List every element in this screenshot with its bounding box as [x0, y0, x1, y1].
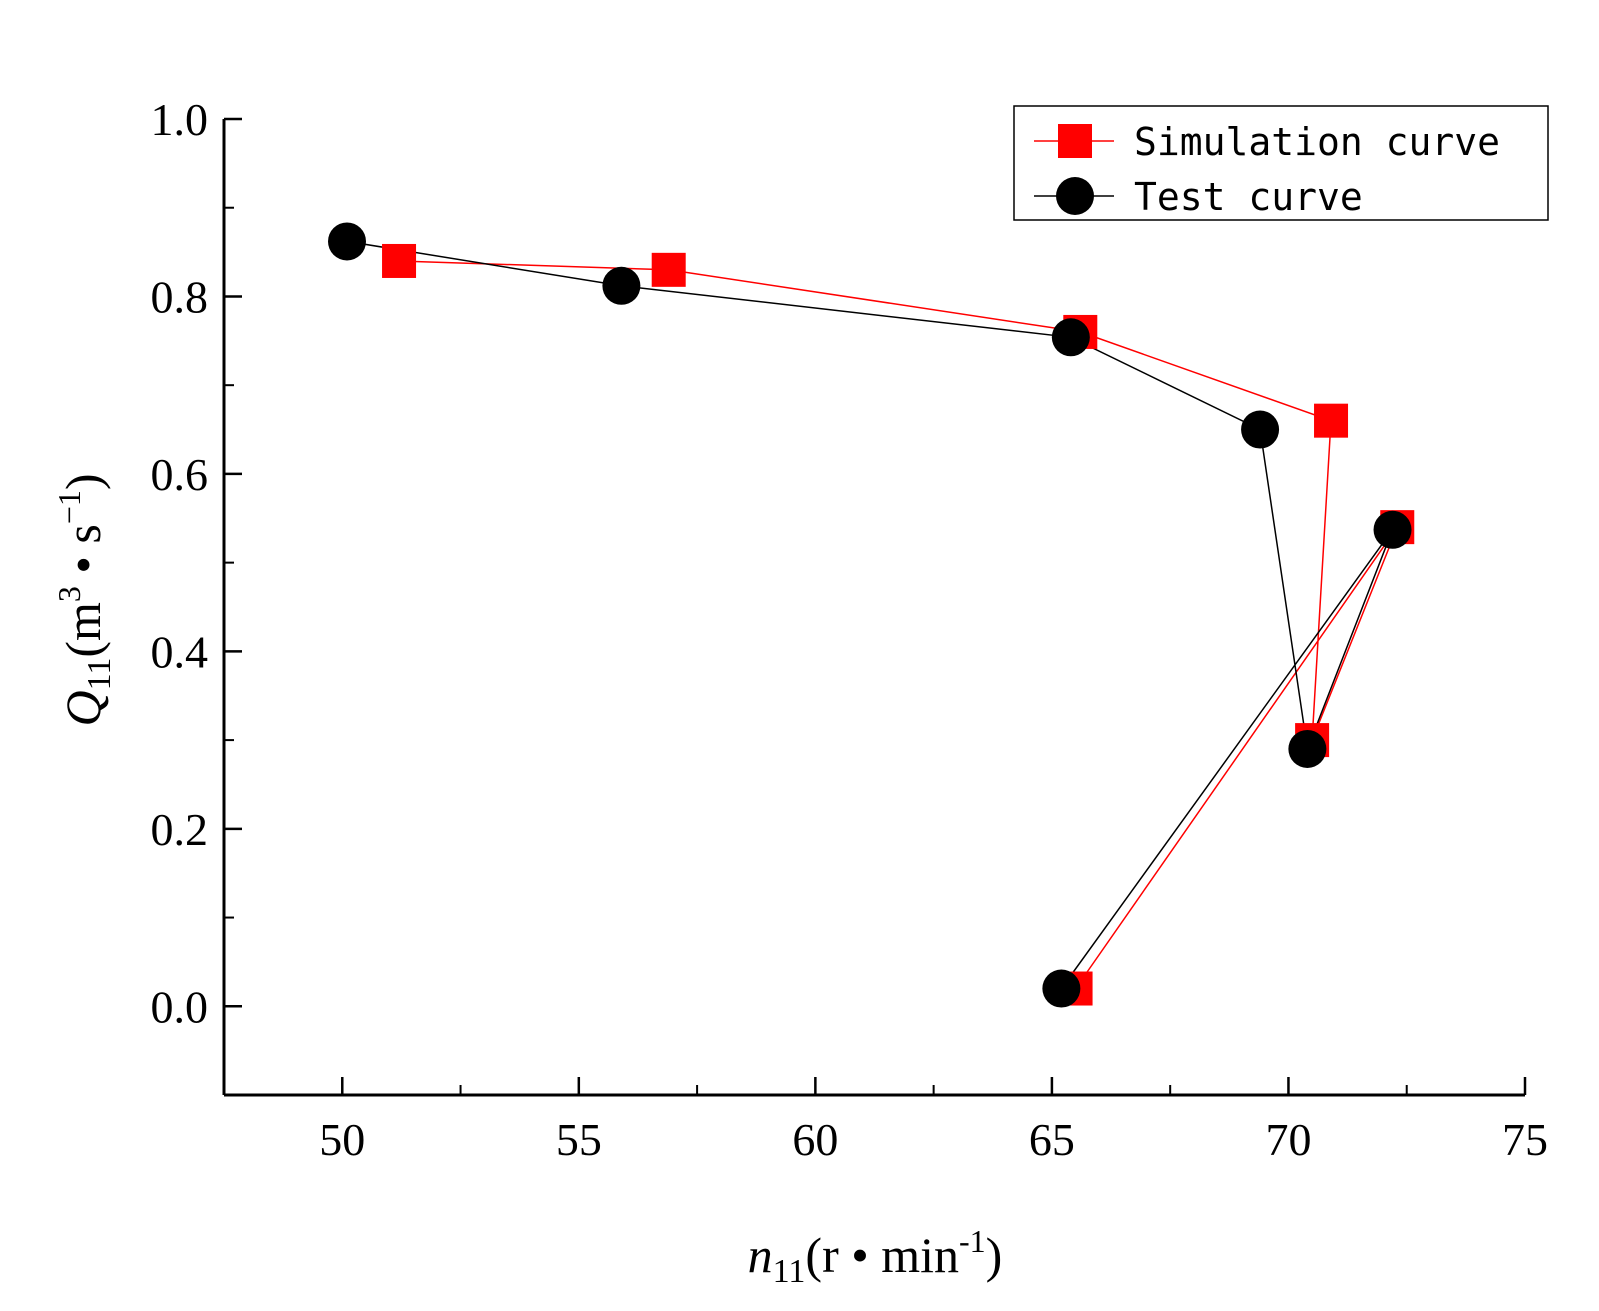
- data-point-test: [1042, 969, 1081, 1008]
- y-axis-title-var: Q: [55, 690, 111, 726]
- y-axis-title-sub: 11: [81, 658, 118, 691]
- y-axis-title-unit-pre: (m: [55, 602, 111, 658]
- series-layer: [328, 222, 1415, 1008]
- legend-box: [1013, 105, 1549, 221]
- x-tick-label: 75: [1502, 1114, 1548, 1165]
- y-axis-title-unit-sup2: −1: [51, 490, 87, 524]
- y-tick-label: 0.8: [151, 271, 209, 322]
- data-point-test: [1241, 410, 1280, 449]
- legend-label-simulation: Simulation curve: [1134, 120, 1500, 164]
- data-point-simulation: [1314, 403, 1349, 438]
- data-point-test: [1288, 729, 1327, 768]
- y-tick-label: 0.6: [151, 449, 209, 500]
- x-axis-title-unit-post: ): [986, 1227, 1003, 1283]
- axes: 50 55 60 65 70 75 0.0 0.2 0.4 0.6 0.8 1.0: [151, 94, 1549, 1165]
- x-axis-title-unit-sup: -1: [959, 1223, 986, 1259]
- data-point-test: [328, 222, 367, 261]
- y-axis-title-unit-mid: • s: [55, 524, 111, 586]
- data-point-test: [602, 266, 641, 305]
- y-tick-label: 0.0: [151, 981, 209, 1032]
- x-tick-label: 55: [556, 1114, 602, 1165]
- series-line-test: [346, 240, 1394, 989]
- data-point-test: [1373, 510, 1412, 549]
- x-axis-title-unit-pre: (r • min: [805, 1227, 959, 1283]
- x-tick-label: 65: [1029, 1114, 1075, 1165]
- x-tick-label: 70: [1265, 1114, 1311, 1165]
- y-tick-label: 0.2: [151, 804, 209, 855]
- y-axis-title: Q11(m3 • s−1): [51, 473, 118, 726]
- y-axis-title-unit-sup1: 3: [51, 586, 87, 602]
- y-tick-label: 0.4: [151, 626, 209, 677]
- data-point-simulation: [651, 252, 686, 287]
- x-axis-title-var: n: [748, 1227, 773, 1283]
- x-axis-title: n11(r • min-1): [748, 1223, 1003, 1290]
- y-tick-label: 1.0: [151, 94, 209, 145]
- series-line-simulation: [398, 260, 1398, 989]
- legend: Simulation curve Test curve: [1013, 105, 1549, 221]
- data-point-test: [1051, 318, 1090, 357]
- legend-marker-simulation: [1058, 124, 1092, 158]
- x-axis-title-sub: 11: [773, 1253, 806, 1290]
- legend-marker-test: [1056, 177, 1094, 215]
- legend-label-test: Test curve: [1134, 175, 1363, 219]
- y-axis-title-unit-post: ): [55, 473, 111, 490]
- x-tick-label: 60: [792, 1114, 838, 1165]
- data-point-simulation: [382, 243, 417, 278]
- x-tick-label: 50: [319, 1114, 365, 1165]
